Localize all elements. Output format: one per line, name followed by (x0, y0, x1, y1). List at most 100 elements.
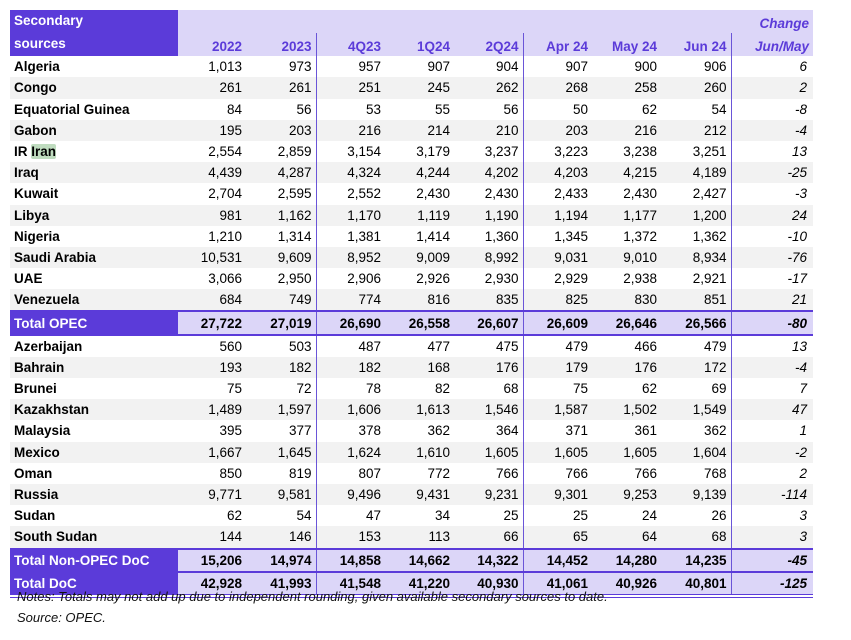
value-cell-1q24: 1,414 (416, 228, 450, 244)
value-cell-jun-24: 69 (661, 378, 732, 400)
value-cell-2022: 684 (178, 289, 246, 312)
value-cell-2023: 146 (246, 526, 317, 549)
value-cell-2q24: 1,190 (454, 204, 524, 226)
change-cell: 6 (799, 59, 807, 75)
value-cell-2023: 54 (246, 505, 317, 527)
table-row: Algeria 1,013 973 957 907 904 907 900 906 6 (10, 56, 813, 78)
row-label: IR Iran (14, 144, 57, 160)
change-cell: -2 (731, 441, 813, 463)
value-cell-2q24: 9,231 (454, 483, 524, 506)
value-cell-2q24: 26,607 (454, 310, 524, 336)
row-label: Libya (10, 204, 178, 226)
value-cell-2q24: 2,430 (454, 183, 524, 205)
value-cell-jun-24: 9,139 (661, 483, 732, 506)
column-header: 2022 (178, 33, 246, 57)
value-cell-4q23: 26,690 (316, 310, 385, 336)
value-cell-2022: 261 (178, 77, 246, 99)
value-cell-may-24: 176 (592, 356, 661, 378)
row-label: Nigeria (14, 228, 60, 244)
value-cell-2022: 1,210 (208, 228, 242, 244)
change-cell: 47 (731, 399, 813, 421)
column-header: Jun 24 (661, 33, 732, 57)
header-change-line1: Change (731, 10, 813, 33)
value-cell-2023: 1,645 (246, 441, 317, 463)
value-cell-1q24: 9,009 (385, 246, 454, 269)
table-row: Bahrain 193 182 182 168 176 179 176 172 -4 (10, 356, 813, 378)
change-cell: 7 (799, 381, 807, 397)
value-cell-1q24: 168 (385, 356, 454, 378)
value-cell-4q23: 9,496 (316, 483, 385, 506)
value-cell-2022: 560 (219, 338, 242, 354)
value-cell-2q24: 1,546 (454, 399, 524, 421)
value-cell-4q23: 78 (365, 381, 381, 397)
table-row: Congo 261 261 251 245 262 268 258 260 2 (10, 77, 813, 99)
value-cell-jun-24: 906 (661, 56, 732, 78)
value-cell-2022: 2,554 (208, 144, 242, 160)
value-cell-jun-24: 212 (661, 119, 732, 141)
table-row: Equatorial Guinea 84 56 53 55 56 50 62 54 -8 (10, 98, 813, 120)
row-label: Iraq (10, 162, 178, 184)
table-row: Venezuela 684 749 774 816 835 825 830 851 21 (10, 289, 813, 312)
row-label: Kazakhstan (10, 399, 178, 421)
value-cell-2022: 850 (219, 465, 242, 481)
value-cell-may-24: 24 (641, 508, 657, 524)
value-cell-1q24: 41,220 (385, 570, 454, 598)
value-cell-2022: 27,722 (178, 310, 246, 336)
value-cell-jun-24: 40,801 (661, 570, 732, 598)
row-label: Sudan (14, 508, 56, 524)
value-cell-apr-24: 371 (565, 423, 588, 439)
value-cell-jun-24: 14,235 (661, 547, 732, 573)
value-cell-2q24: 66 (454, 526, 524, 549)
row-label: Oman (14, 465, 53, 481)
value-cell-2022: 1,667 (178, 441, 246, 463)
row-label: Brunei (14, 381, 57, 397)
value-cell-1q24: 816 (385, 289, 454, 312)
value-cell-2q24: 14,322 (454, 547, 524, 573)
total-row: Total Non-OPEC DoC 15,206 14,974 14,858 14,6… (10, 547, 813, 573)
value-cell-2q24: 262 (454, 77, 524, 99)
table-row: Libya 981 1,162 1,170 1,119 1,190 1,194 1,177 1,… (10, 204, 813, 226)
change-cell: 2 (731, 77, 813, 99)
value-cell-may-24: 9,253 (592, 483, 661, 506)
value-cell-2022: 981 (178, 204, 246, 226)
value-cell-2023: 41,993 (246, 570, 317, 598)
row-label: Bahrain (10, 356, 178, 378)
value-cell-2023: 377 (246, 420, 317, 442)
value-cell-may-24: 216 (592, 119, 661, 141)
table-row: UAE 3,066 2,950 2,906 2,926 2,930 2,929 2,938 2,… (10, 268, 813, 290)
value-cell-jun-24: 479 (661, 334, 732, 357)
value-cell-4q23: 14,858 (316, 547, 385, 573)
change-cell: 24 (731, 204, 813, 226)
table-body: Algeria 1,013 973 957 907 904 907 900 906 6 Congo 2… (10, 56, 813, 598)
table-row: South Sudan 144 146 153 113 66 65 64 68 3 (10, 526, 813, 549)
value-cell-2023: 4,287 (246, 162, 317, 184)
value-cell-4q23: 251 (316, 77, 385, 99)
value-cell-4q23: 216 (316, 119, 385, 141)
change-cell: -4 (731, 356, 813, 378)
value-cell-2022: 62 (226, 508, 242, 524)
value-cell-2023: 749 (246, 289, 317, 312)
value-cell-2023: 9,581 (246, 483, 317, 506)
value-cell-2023: 503 (246, 334, 317, 357)
table-row: Sudan 62 54 47 34 25 25 24 26 3 (10, 505, 813, 527)
value-cell-may-24: 2,938 (623, 271, 657, 287)
table-row: Gabon 195 203 216 214 210 203 216 212 -4 (10, 119, 813, 141)
table-row: Saudi Arabia 10,531 9,609 8,952 9,009 8,992 9,… (10, 246, 813, 269)
value-cell-may-24: 1,372 (623, 228, 657, 244)
value-cell-may-24: 1,177 (592, 204, 661, 226)
value-cell-2023: 973 (246, 56, 317, 78)
row-label: Total DoC (10, 570, 178, 598)
value-cell-may-24: 466 (634, 338, 657, 354)
value-cell-2023: 72 (246, 378, 317, 400)
value-cell-4q23: 41,548 (316, 570, 385, 598)
value-cell-2023: 1,597 (246, 399, 317, 421)
value-cell-2022: 395 (219, 423, 242, 439)
value-cell-2022: 10,531 (178, 246, 246, 269)
table-row: Malaysia 395 377 378 362 364 371 361 362 1 (10, 420, 813, 442)
value-cell-apr-24: 2,433 (554, 186, 588, 202)
value-cell-may-24: 4,215 (592, 162, 661, 184)
change-cell: 2 (799, 465, 807, 481)
value-cell-2023: 27,019 (246, 310, 317, 336)
change-cell: -3 (794, 186, 807, 202)
value-cell-apr-24: 75 (572, 381, 588, 397)
